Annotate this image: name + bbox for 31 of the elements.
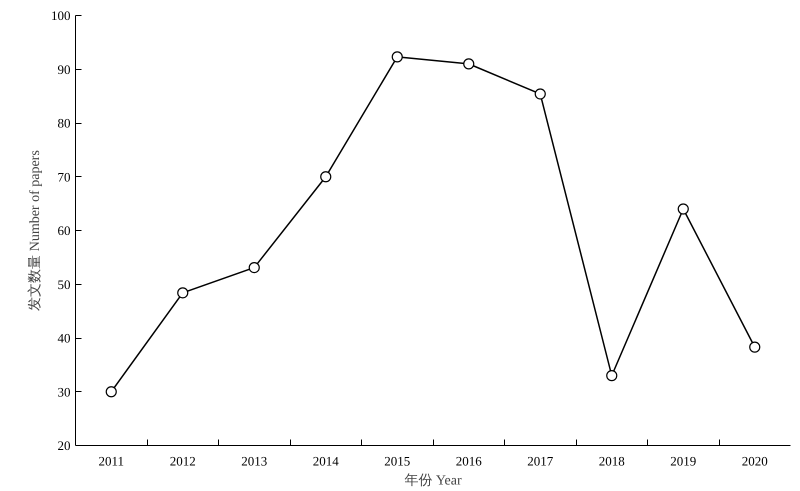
x-tick-label: 2016 [456,454,482,468]
y-tick-label: 70 [58,169,70,184]
point [749,342,760,353]
y-tick-label: 50 [58,276,70,292]
x-tick-label: 2017 [527,454,554,468]
point [177,287,188,298]
y-tick-label: 60 [58,223,70,238]
x-tick-label: 2011 [98,454,124,468]
x-tick-label: 2013 [241,454,268,468]
point [248,262,260,274]
point [534,88,546,100]
x-tick-label: 2012 [170,454,196,468]
y-tick-label: 20 [58,438,70,453]
y-tick-label: 100 [51,8,70,23]
point [606,370,618,382]
x-tick-label: 2015 [384,454,410,468]
x-tick-label: 2019 [670,454,696,468]
x-tick-label: 2018 [598,454,625,468]
point [320,171,332,182]
y-tick-label: 80 [58,116,70,130]
y-axis-title: 发文数量 Number of papers [27,150,43,311]
point [106,386,117,398]
point [678,203,689,215]
point [392,51,403,62]
x-tick-label: 2014 [312,454,340,468]
x-tick-label: 2020 [742,454,768,468]
x-axis-title: 年份 Year [404,472,462,488]
y-tick-label: 90 [58,62,70,77]
point [463,58,474,70]
y-tick-label: 40 [58,330,70,346]
y-tick-label: 30 [58,384,70,400]
